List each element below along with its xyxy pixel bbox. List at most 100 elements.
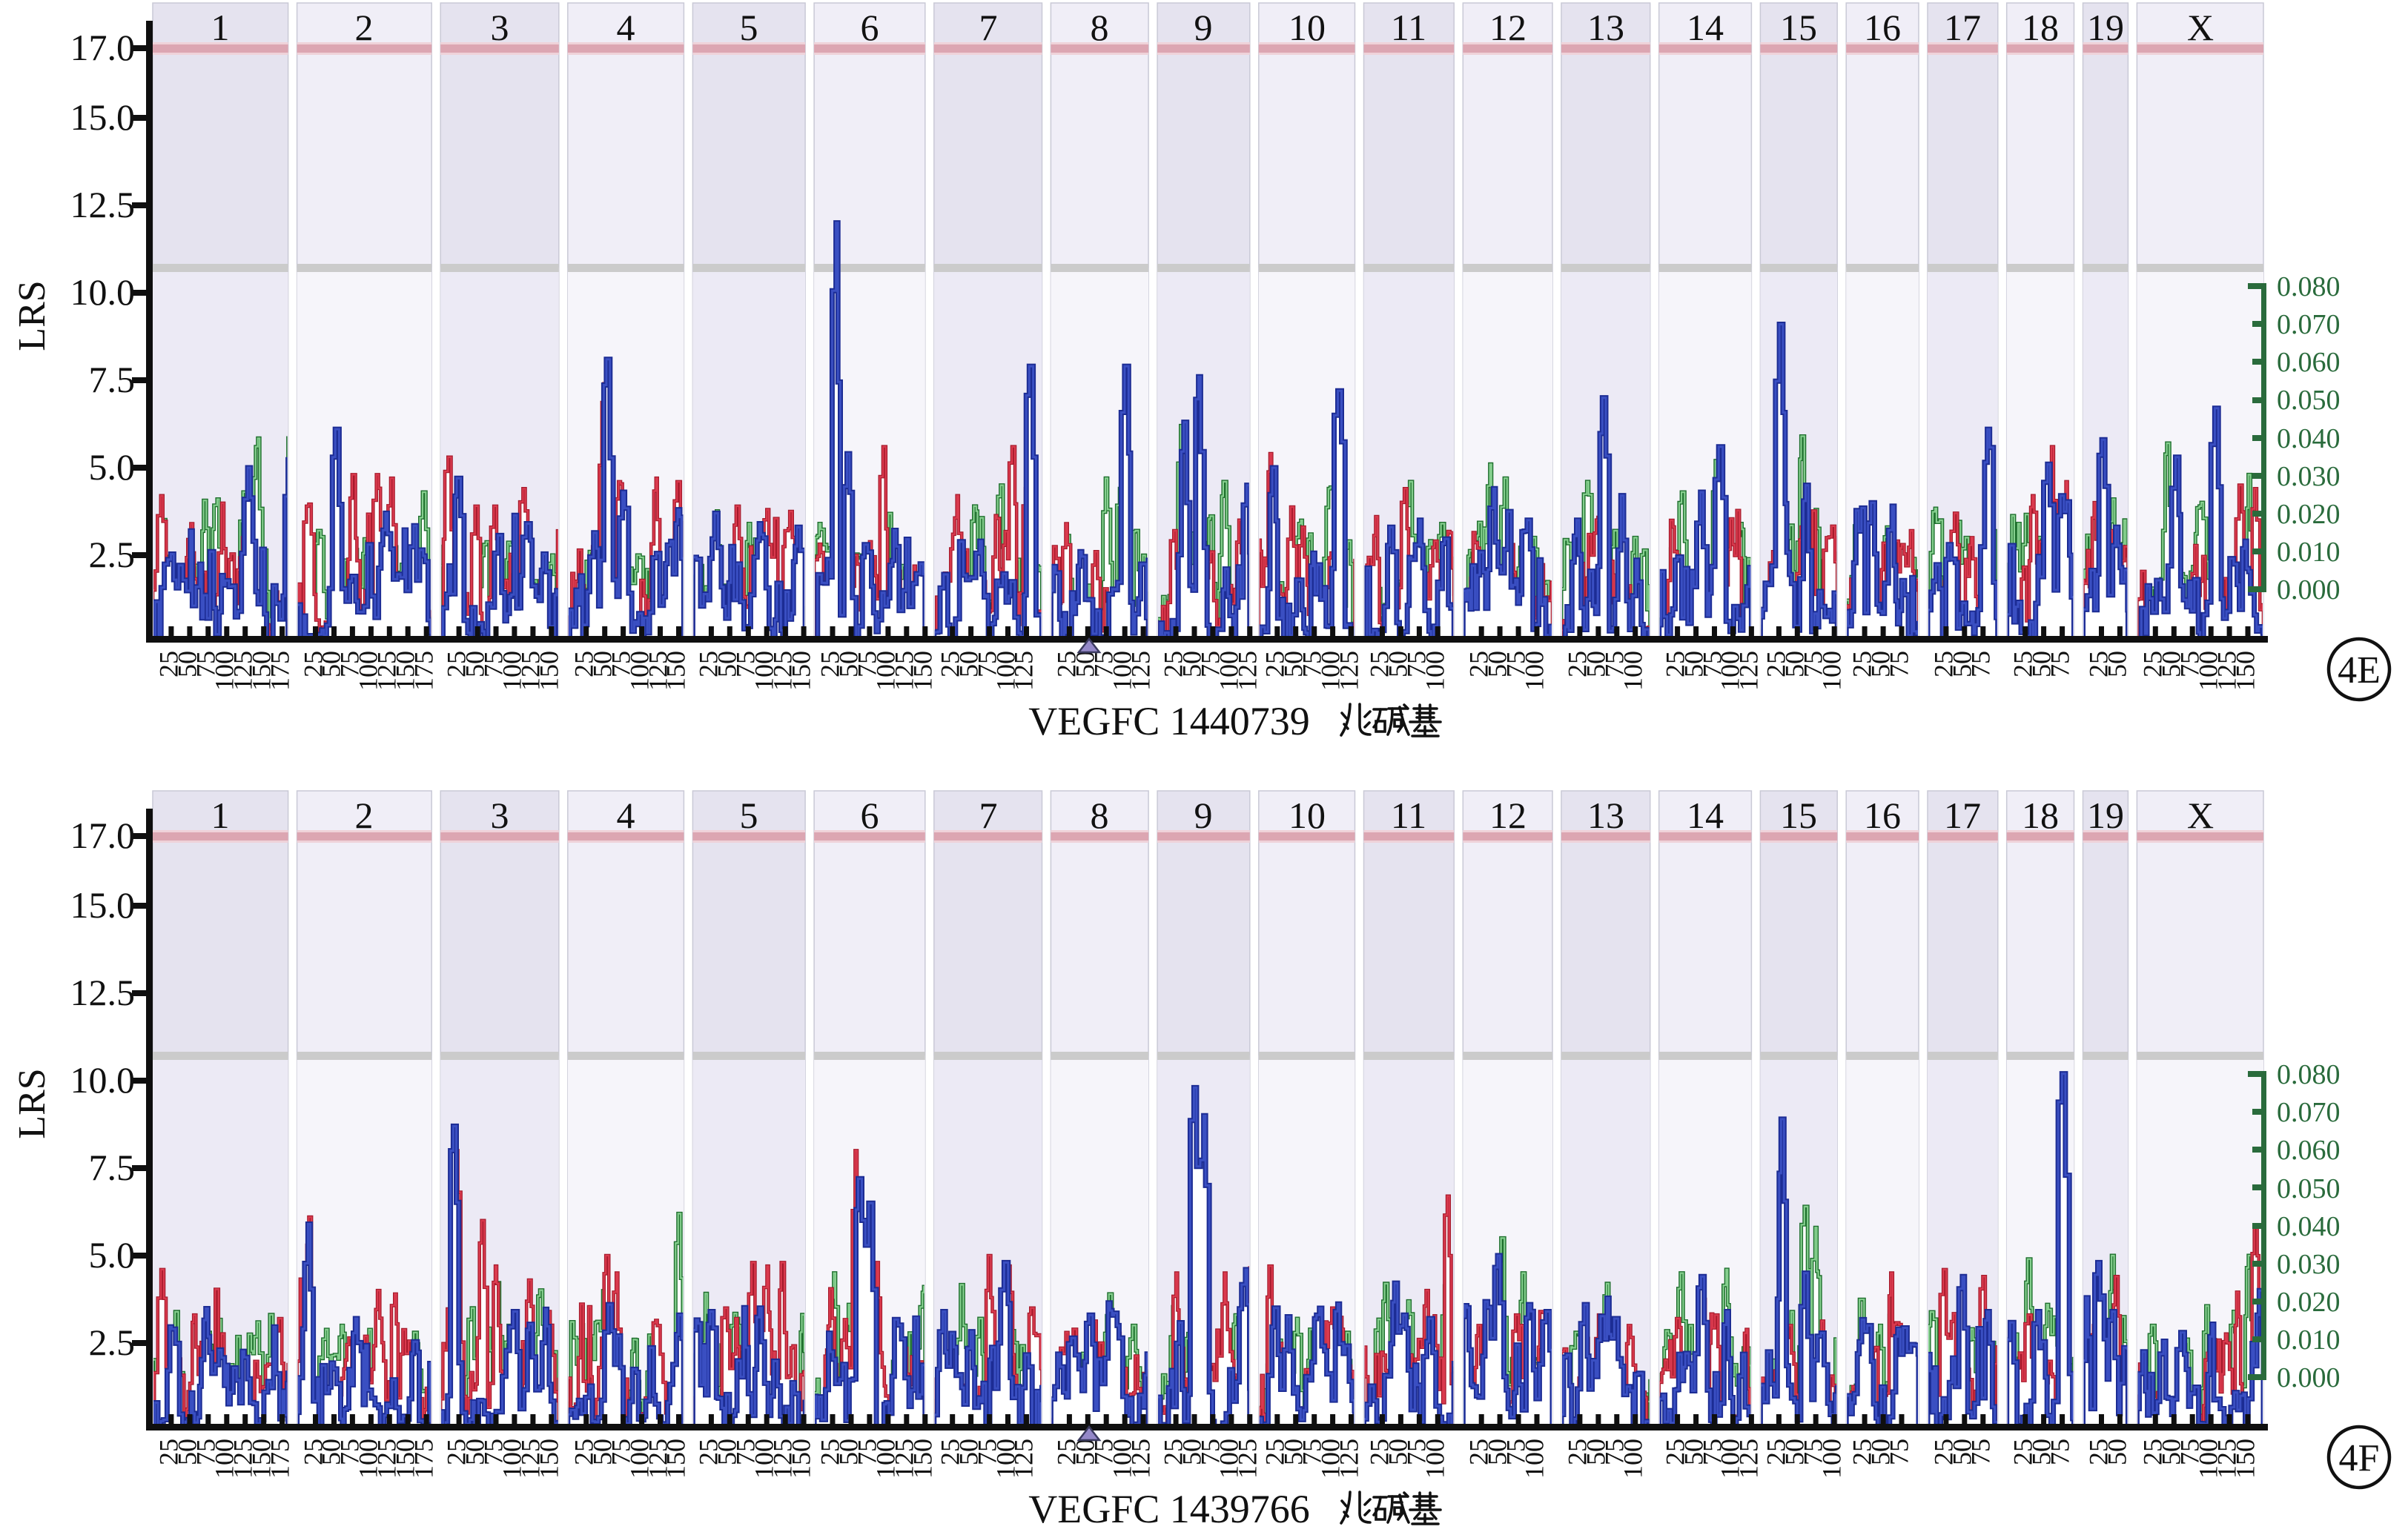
svg-text:100: 100: [624, 1439, 654, 1479]
svg-text:125: 125: [371, 651, 401, 691]
svg-text:2.5: 2.5: [89, 534, 136, 575]
svg-text:75: 75: [1697, 1439, 1727, 1465]
svg-text:100: 100: [1107, 651, 1137, 691]
svg-text:LRS: LRS: [11, 280, 53, 351]
svg-text:75: 75: [478, 1439, 508, 1465]
svg-text:25: 25: [2008, 1439, 2037, 1465]
svg-text:17: 17: [1944, 7, 1981, 48]
svg-text:50: 50: [2102, 1439, 2131, 1465]
svg-text:25: 25: [1364, 651, 1394, 677]
svg-text:125: 125: [643, 1439, 672, 1479]
svg-text:25: 25: [153, 651, 183, 677]
svg-text:150: 150: [786, 651, 816, 691]
svg-text:25: 25: [935, 1439, 965, 1465]
svg-text:100: 100: [1816, 651, 1846, 691]
svg-text:50: 50: [712, 1439, 741, 1465]
svg-text:13: 13: [1587, 795, 1624, 836]
svg-text:0.030: 0.030: [2277, 1249, 2341, 1280]
svg-text:75: 75: [2174, 1439, 2204, 1465]
svg-text:50: 50: [1779, 1439, 1809, 1465]
svg-text:75: 75: [1599, 1439, 1629, 1465]
svg-text:50: 50: [2026, 651, 2056, 677]
svg-text:150: 150: [246, 651, 276, 691]
svg-text:75: 75: [1798, 651, 1828, 677]
svg-text:75: 75: [1401, 1439, 1431, 1465]
svg-text:125: 125: [1008, 651, 1038, 691]
svg-text:125: 125: [767, 651, 797, 691]
svg-text:150: 150: [2230, 1439, 2260, 1479]
svg-text:125: 125: [1008, 1439, 1038, 1479]
svg-text:50: 50: [316, 651, 345, 677]
svg-text:50: 50: [1779, 651, 1809, 677]
svg-text:75: 75: [972, 1439, 1002, 1465]
svg-text:125: 125: [1125, 1439, 1155, 1479]
svg-text:17.0: 17.0: [70, 815, 136, 856]
svg-text:25: 25: [2083, 651, 2113, 677]
svg-text:25: 25: [1660, 651, 1690, 677]
svg-text:2: 2: [355, 7, 374, 48]
svg-text:75: 75: [1195, 1439, 1225, 1465]
svg-text:75: 75: [334, 1439, 364, 1465]
svg-text:50: 50: [1383, 1439, 1412, 1465]
svg-text:10.0: 10.0: [70, 1059, 136, 1101]
svg-text:125: 125: [1733, 651, 1763, 691]
svg-text:50: 50: [1581, 1439, 1610, 1465]
svg-text:75: 75: [730, 651, 760, 677]
svg-text:50: 50: [833, 651, 863, 677]
svg-text:3: 3: [491, 795, 509, 836]
svg-text:4: 4: [617, 7, 635, 48]
svg-text:50: 50: [1947, 1439, 1977, 1465]
svg-text:15: 15: [1780, 7, 1817, 48]
svg-text:125: 125: [767, 1439, 797, 1479]
svg-text:0.080: 0.080: [2277, 1059, 2341, 1090]
svg-text:75: 75: [852, 1439, 882, 1465]
svg-text:15.0: 15.0: [70, 96, 136, 138]
svg-text:25: 25: [1051, 1439, 1081, 1465]
svg-text:25: 25: [569, 1439, 598, 1465]
svg-text:75: 75: [1965, 1439, 1995, 1465]
svg-text:150: 150: [661, 651, 690, 691]
svg-text:25: 25: [1847, 1439, 1876, 1465]
svg-text:25: 25: [693, 1439, 723, 1465]
svg-text:25: 25: [298, 651, 328, 677]
svg-text:50: 50: [1177, 1439, 1206, 1465]
svg-text:13: 13: [1587, 7, 1624, 48]
svg-text:100: 100: [353, 651, 383, 691]
svg-text:25: 25: [153, 1439, 183, 1465]
svg-text:25: 25: [693, 651, 723, 677]
svg-text:50: 50: [2156, 651, 2186, 677]
svg-text:25: 25: [441, 1439, 471, 1465]
svg-text:125: 125: [228, 651, 257, 691]
svg-text:100: 100: [1420, 1439, 1449, 1479]
svg-text:75: 75: [1965, 651, 1995, 677]
svg-text:7: 7: [979, 7, 998, 48]
svg-text:125: 125: [643, 651, 672, 691]
svg-text:25: 25: [1660, 1439, 1690, 1465]
svg-text:0.020: 0.020: [2277, 499, 2341, 530]
svg-text:175: 175: [408, 1439, 438, 1479]
svg-text:50: 50: [953, 1439, 983, 1465]
svg-text:125: 125: [515, 1439, 545, 1479]
svg-text:175: 175: [408, 651, 438, 691]
svg-text:25: 25: [1847, 651, 1876, 677]
svg-text:0.050: 0.050: [2277, 385, 2341, 416]
svg-text:50: 50: [2102, 651, 2131, 677]
svg-text:14: 14: [1687, 7, 1724, 48]
svg-text:150: 150: [661, 1439, 690, 1479]
svg-text:125: 125: [1733, 1439, 1763, 1479]
svg-text:175: 175: [265, 651, 294, 691]
svg-text:1: 1: [211, 7, 230, 48]
svg-text:50: 50: [833, 1439, 863, 1465]
svg-text:12.5: 12.5: [70, 972, 136, 1013]
svg-text:15: 15: [1780, 795, 1817, 836]
svg-text:0.060: 0.060: [2277, 1135, 2341, 1166]
svg-text:8: 8: [1091, 7, 1109, 48]
svg-text:25: 25: [1260, 651, 1289, 677]
svg-text:50: 50: [1482, 1439, 1512, 1465]
svg-text:100: 100: [2193, 1439, 2223, 1479]
svg-text:25: 25: [2008, 651, 2037, 677]
svg-text:75: 75: [1884, 651, 1914, 677]
svg-text:150: 150: [390, 1439, 420, 1479]
svg-text:0.040: 0.040: [2277, 1211, 2341, 1242]
svg-text:50: 50: [712, 651, 741, 677]
